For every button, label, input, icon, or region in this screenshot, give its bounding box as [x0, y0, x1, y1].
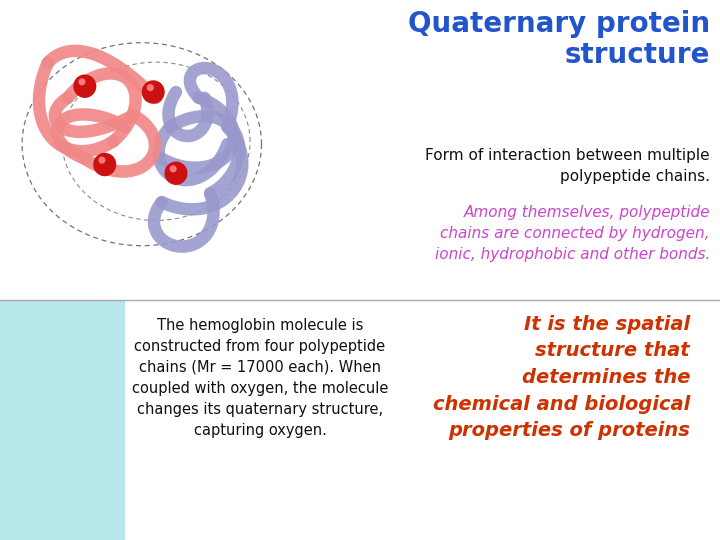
Text: Among themselves, polypeptide
chains are connected by hydrogen,
ionic, hydrophob: Among themselves, polypeptide chains are…	[435, 205, 710, 262]
Circle shape	[99, 157, 104, 163]
Text: Quaternary protein
structure: Quaternary protein structure	[408, 10, 710, 69]
Circle shape	[171, 166, 176, 172]
Bar	[0, 300, 125, 540]
Circle shape	[143, 81, 164, 103]
Text: The hemoglobin molecule is
constructed from four polypeptide
chains (Mr = 17000 : The hemoglobin molecule is constructed f…	[132, 318, 388, 438]
Circle shape	[79, 79, 85, 85]
Text: It is the spatial
structure that
determines the
chemical and biological
properti: It is the spatial structure that determi…	[433, 315, 690, 440]
Text: Form of interaction between multiple
polypeptide chains.: Form of interaction between multiple pol…	[426, 148, 710, 184]
Circle shape	[74, 75, 96, 97]
Circle shape	[94, 153, 116, 176]
Circle shape	[148, 85, 153, 91]
Circle shape	[165, 162, 186, 184]
